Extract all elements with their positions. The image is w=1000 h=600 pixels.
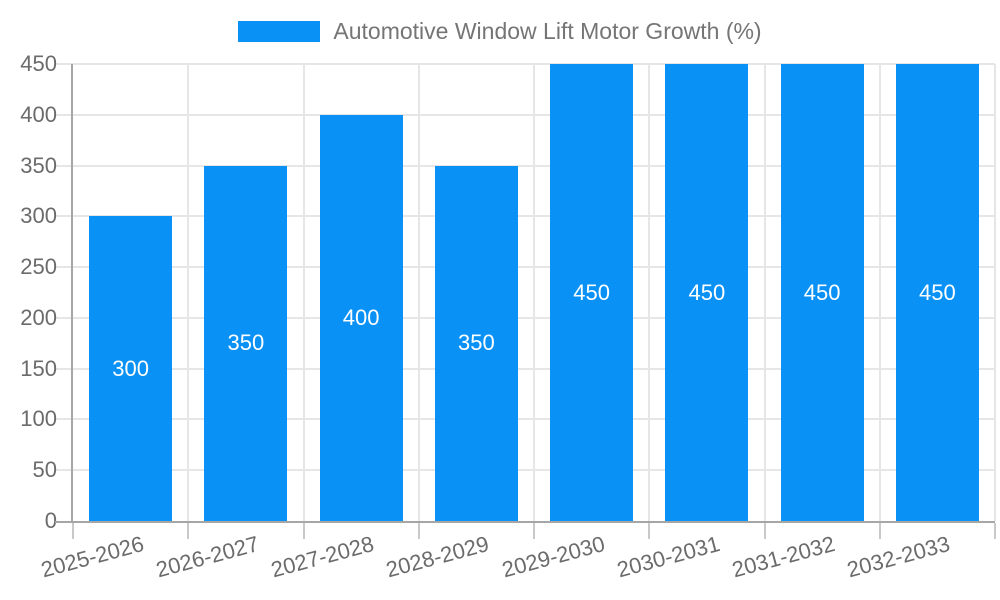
bar-value-label: 450 (919, 279, 956, 305)
y-tick-label: 0 (44, 508, 57, 533)
bar (550, 64, 634, 521)
bar-value-label: 350 (458, 330, 495, 356)
y-grid-line (55, 469, 995, 472)
y-grid-line (55, 316, 995, 319)
bar (89, 216, 173, 521)
bar (665, 64, 749, 521)
x-tick (417, 523, 420, 539)
x-tick (302, 523, 305, 539)
bar-value-label: 450 (803, 279, 841, 305)
bar (434, 165, 518, 521)
x-grid-line (648, 64, 651, 521)
x-tick (648, 523, 651, 539)
bar (204, 165, 288, 521)
y-grid-line (55, 418, 995, 421)
bar-value-label: 400 (342, 304, 380, 330)
y-tick-label: 200 (20, 304, 57, 330)
x-grid-line (878, 64, 881, 521)
y-grid-line (55, 63, 995, 65)
bar (895, 64, 979, 521)
bar-value-label: 450 (573, 279, 610, 305)
bar-value-label: 450 (688, 279, 726, 305)
x-grid-line (187, 64, 190, 521)
x-grid-line (302, 64, 305, 521)
y-tick-label: 300 (20, 203, 57, 229)
bar (319, 114, 403, 521)
bar-value-label: 350 (227, 330, 265, 356)
x-grid-line (533, 64, 535, 521)
x-grid-line (763, 64, 766, 521)
bar-value-label: 300 (112, 355, 149, 381)
y-grid-line (55, 164, 995, 167)
y-tick-label: 350 (20, 152, 57, 178)
y-tick-label: 250 (20, 254, 57, 280)
y-axis-line (71, 64, 73, 523)
x-tick (878, 523, 881, 539)
y-grid-line (55, 266, 995, 269)
x-axis-line (55, 521, 995, 523)
x-grid-line (994, 64, 996, 521)
legend-swatch (238, 20, 321, 42)
y-tick-label: 50 (32, 457, 57, 483)
x-tick (72, 523, 74, 539)
x-tick (763, 523, 766, 539)
y-tick-label: 450 (20, 51, 57, 76)
bar (780, 64, 864, 521)
y-tick-label: 100 (20, 406, 57, 432)
x-tick (533, 523, 535, 539)
y-grid-line (55, 113, 995, 116)
legend-label: Automotive Window Lift Motor Growth (%) (333, 18, 762, 44)
y-grid-line (55, 215, 995, 218)
x-tick (187, 523, 190, 539)
x-tick (994, 523, 996, 539)
y-grid-line (55, 367, 995, 370)
x-grid-line (417, 64, 420, 521)
y-tick-label: 150 (20, 355, 57, 381)
y-tick-label: 400 (20, 101, 57, 127)
chart-legend: Automotive Window Lift Motor Growth (%) (0, 17, 1000, 45)
